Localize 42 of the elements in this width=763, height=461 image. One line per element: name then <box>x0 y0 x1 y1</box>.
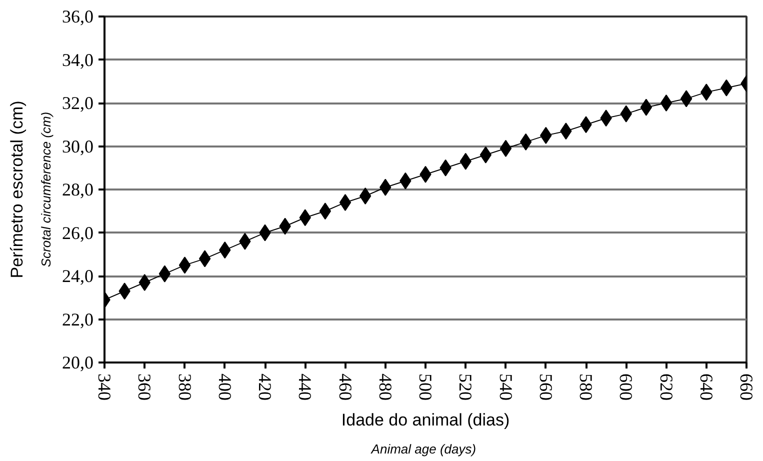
text: Scrotal circumference (cm) <box>38 112 54 268</box>
y-tick-label: 34,0 <box>62 50 94 70</box>
y-tick-label: 20,0 <box>62 352 94 372</box>
point <box>158 265 171 282</box>
y-tick-label: 26,0 <box>62 222 94 243</box>
point <box>640 98 652 116</box>
x-tick-label: 340 <box>94 374 114 400</box>
text: Animal age (days) <box>370 442 476 456</box>
y-tick-label: 36,0 <box>62 6 94 26</box>
x-tick-label: 460 <box>335 374 356 400</box>
x-tick-label: 500 <box>416 374 436 400</box>
point <box>319 202 332 220</box>
x-axis-title: Idade do animal (dias) <box>341 410 510 430</box>
x-tick-label: 540 <box>496 374 516 400</box>
point <box>500 140 512 157</box>
y-tick-label: 24,0 <box>62 266 94 286</box>
y-axis-title: Perímetro escrotal (cm) <box>8 100 26 278</box>
point <box>359 187 372 204</box>
x-tick-label: 520 <box>456 374 476 400</box>
x-tick-label: 420 <box>255 374 275 400</box>
point <box>680 90 692 108</box>
point <box>198 250 211 268</box>
x-tick-label: 560 <box>536 374 556 400</box>
point <box>178 256 191 274</box>
x-tick-label: 600 <box>616 374 636 400</box>
y-tick-label: 30,0 <box>62 136 94 156</box>
x-tick-label: 640 <box>696 374 716 400</box>
point <box>660 94 672 112</box>
x-tick-label: 380 <box>174 374 195 400</box>
x-tick-label: 660 <box>736 374 756 400</box>
x-tick-label: 400 <box>214 374 235 400</box>
point <box>339 194 352 211</box>
y-tick-label: 22,0 <box>62 309 94 330</box>
x-tick-label: 480 <box>375 374 396 400</box>
x-tick-label: 580 <box>576 374 596 400</box>
y-tick-label: 32,0 <box>62 93 94 113</box>
x-tick-label: 360 <box>134 374 155 400</box>
point <box>480 146 492 164</box>
point <box>520 133 532 150</box>
x-tick-label: 440 <box>295 374 316 400</box>
x-tick-label: 620 <box>656 374 676 400</box>
y-tick-label: 28,0 <box>62 180 94 200</box>
